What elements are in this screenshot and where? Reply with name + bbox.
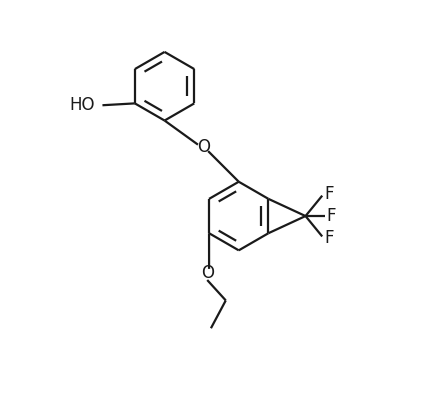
Text: F: F: [324, 229, 333, 247]
Text: F: F: [327, 207, 336, 225]
Text: O: O: [201, 263, 214, 282]
Text: HO: HO: [70, 96, 95, 114]
Text: F: F: [324, 185, 333, 203]
Text: O: O: [197, 137, 210, 156]
